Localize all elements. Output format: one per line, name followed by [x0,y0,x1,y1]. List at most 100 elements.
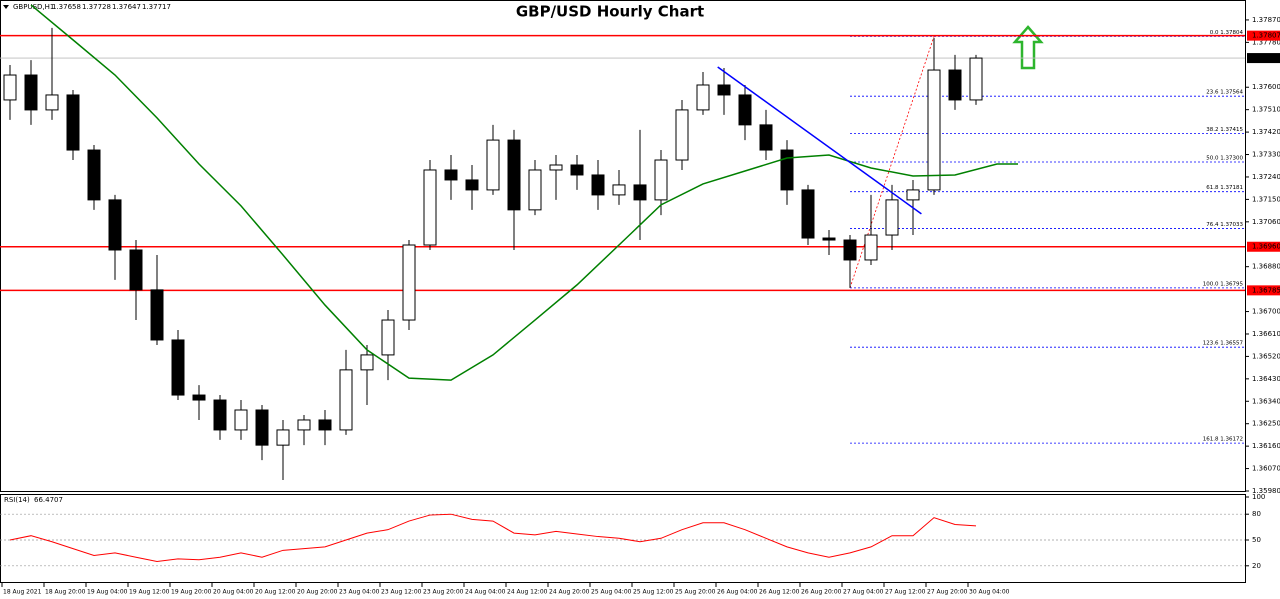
candle-body [738,94,752,126]
x-tick-label: 27 Aug 12:00 [885,589,926,596]
candle-body [444,169,458,181]
x-tick-label: 26 Aug 12:00 [759,589,800,596]
moving-average [30,4,1018,381]
level-label-box [1247,30,1280,41]
candle-body [318,419,332,431]
x-tick-label: 20 Aug 12:00 [255,589,296,596]
rsi-name: RSI(14) [4,496,30,504]
x-tick-label: 23 Aug 12:00 [381,589,422,596]
y-tick-label: 1.37150 [1252,195,1280,203]
x-tick-label: 20 Aug 20:00 [297,589,338,596]
y-tick-label: 1.37780 [1252,38,1280,46]
y-tick-label: 1.36070 [1252,465,1280,473]
candle-body [423,169,437,246]
x-tick-label: 19 Aug 20:00 [171,589,212,596]
rsi-tick-label: 80 [1252,510,1261,518]
x-tick-label: 19 Aug 04:00 [87,589,128,596]
fib-level-label: 50.0 1.37300 [1206,156,1243,162]
candle-body [402,244,416,321]
candle-body [507,139,521,211]
y-tick-label: 1.37600 [1252,83,1280,91]
x-tick-label: 24 Aug 12:00 [507,589,548,596]
y-tick-label: 1.37060 [1252,218,1280,226]
chart-title: GBP/USD Hourly Chart [516,3,704,21]
candle-body [549,164,563,171]
candle-body [297,419,311,431]
level-label-box [1247,285,1280,296]
candle-body [780,149,794,191]
y-tick-label: 1.37420 [1252,128,1280,136]
x-tick-label: 19 Aug 12:00 [129,589,170,596]
y-tick-label: 1.37240 [1252,173,1280,181]
header-close: 1.37717 [142,3,171,11]
x-tick-label: 25 Aug 12:00 [633,589,674,596]
level-label: 1.36785 [1252,286,1280,294]
candle-body [843,239,857,261]
candle-body [213,399,227,431]
candle-body [591,174,605,196]
y-tick-label: 1.36520 [1252,352,1280,360]
x-tick-label: 18 Aug 20:00 [45,589,86,596]
candle-body [129,249,143,291]
y-tick-label: 1.37330 [1252,151,1280,159]
candle-body [969,57,983,101]
y-tick-label: 1.36250 [1252,420,1280,428]
candle-body [717,84,731,96]
x-tick-label: 24 Aug 20:00 [549,589,590,596]
fib-anchor-line [849,36,935,288]
y-tick-label: 1.36160 [1252,442,1280,450]
candle-body [864,234,878,261]
rsi-panel-frame [0,494,1246,583]
fib-level-label: 0.0 1.37804 [1210,30,1244,36]
y-tick-label: 1.36340 [1252,397,1280,405]
x-tick-label: 23 Aug 04:00 [339,589,380,596]
candle-body [66,94,80,151]
candle-body [108,199,122,251]
up-arrow [1012,25,1044,70]
candle-body [24,74,38,111]
y-tick-label: 1.36430 [1252,375,1280,383]
candle-body [906,189,920,201]
candle-body [675,109,689,161]
level-label-box [1247,241,1280,252]
current-price-label: 1.37717 [1252,54,1280,62]
candle-body [927,69,941,191]
candle-body [759,124,773,151]
candle-body [360,354,374,371]
fib-level-label: 76.4 1.37033 [1206,222,1243,228]
header-icon [3,5,9,9]
current-price-box [1247,53,1280,64]
header-low: 1.37647 [112,3,141,11]
fib-level-label: 23.6 1.37564 [1206,90,1243,96]
x-tick-label: 30 Aug 04:00 [969,589,1010,596]
x-tick-label: 26 Aug 20:00 [801,589,842,596]
candle-body [633,184,647,201]
candle-body [339,369,353,431]
rsi-value: 66.4707 [34,496,63,504]
candle-body [150,289,164,341]
candle-body [87,149,101,201]
candle-body [612,184,626,196]
candle-body [3,74,17,101]
candle-body [801,189,815,239]
rsi-tick-label: 20 [1252,562,1261,570]
y-tick-label: 1.35980 [1252,487,1280,495]
candle-body [381,319,395,356]
x-tick-label: 24 Aug 04:00 [465,589,506,596]
candle-body [276,429,290,446]
candle-body [192,394,206,401]
header-high: 1.37728 [82,3,111,11]
fib-level-label: 161.8 1.36172 [1203,437,1243,443]
candle-body [696,84,710,111]
candle-body [570,164,584,176]
candle-body [486,139,500,191]
x-tick-label: 26 Aug 04:00 [717,589,758,596]
candle-body [45,94,59,111]
fib-level-label: 100.0 1.36795 [1203,281,1244,287]
candle-body [171,339,185,396]
rsi-tick-label: 50 [1252,536,1261,544]
candle-body [948,69,962,101]
fib-level-label: 61.8 1.37181 [1206,185,1243,191]
